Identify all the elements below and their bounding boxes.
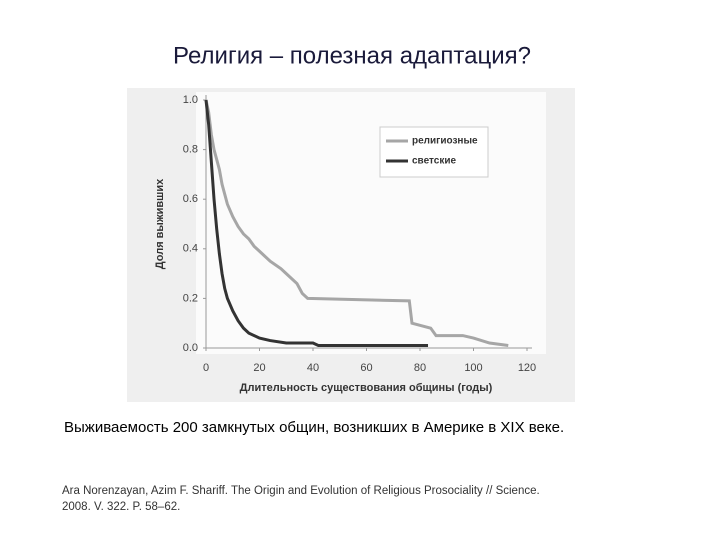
x-tick-label: 0 <box>203 362 209 374</box>
y-tick-label: 0.8 <box>183 144 198 156</box>
y-tick-label: 0.2 <box>183 292 198 304</box>
citation: Ara Norenzayan, Azim F. Shariff. The Ori… <box>62 485 540 497</box>
citation: 2008. V. 322. P. 58–62. <box>62 501 180 513</box>
series-line <box>204 99 429 348</box>
x-tick-label: 60 <box>360 362 372 374</box>
slide-title: Религия – полезная адаптация? <box>173 42 531 69</box>
x-tick-label: 80 <box>414 362 426 374</box>
x-tick-label: 20 <box>253 362 265 374</box>
x-axis-label: Длительность существования общины (годы) <box>240 382 493 394</box>
x-tick-label: 120 <box>518 362 536 374</box>
x-tick-label: 40 <box>307 362 319 374</box>
y-tick-label: 0.6 <box>183 193 198 205</box>
y-tick-label: 1.0 <box>183 94 198 106</box>
y-tick-label: 0.4 <box>183 243 198 255</box>
y-axis-label: Доля выживших <box>154 178 166 269</box>
caption: Выживаемость 200 замкнутых общин, возник… <box>64 419 564 436</box>
x-tick-label: 100 <box>464 362 482 374</box>
legend-label: светские <box>412 156 456 167</box>
series-line <box>204 99 509 348</box>
plot-area <box>196 92 546 354</box>
legend-box <box>379 126 489 178</box>
legend-label: религиозные <box>412 136 478 147</box>
y-tick-label: 0.0 <box>183 342 198 354</box>
legend: религиозные светские <box>379 126 489 178</box>
